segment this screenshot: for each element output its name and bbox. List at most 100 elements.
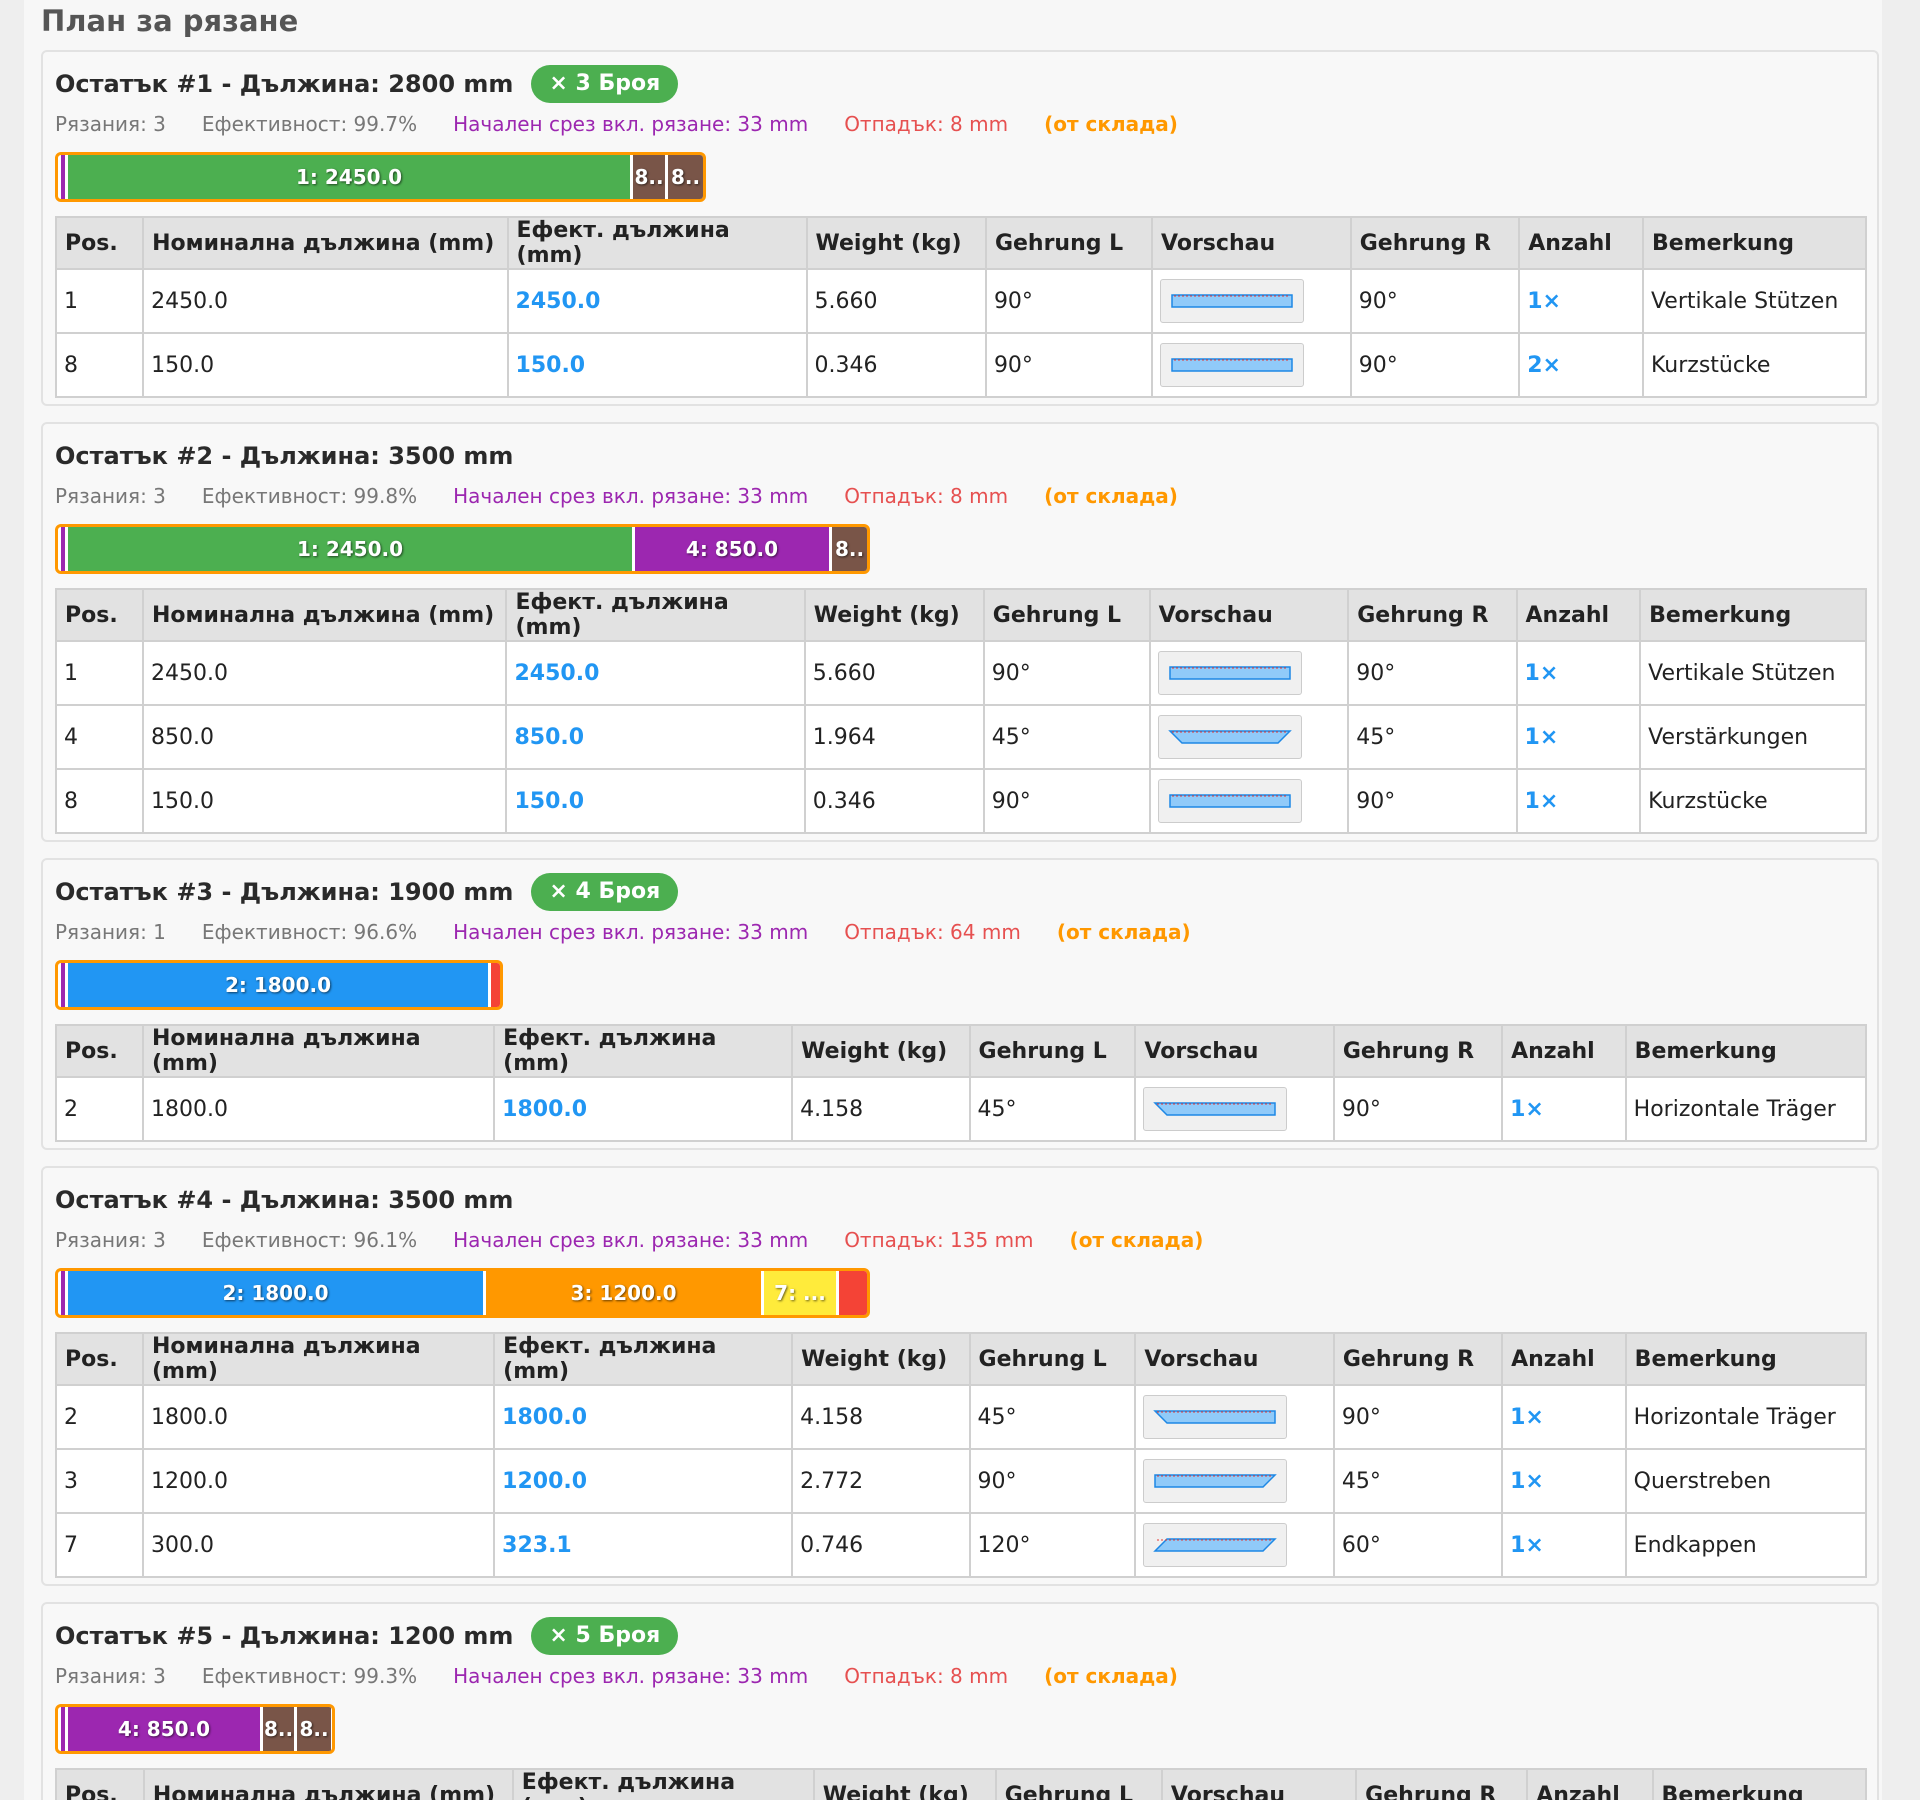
cell-weight: 2.772 bbox=[791, 1448, 971, 1514]
cell-preview bbox=[1134, 1076, 1335, 1142]
cell-miter-right: 90° bbox=[1349, 332, 1521, 398]
column-header[interactable]: Ефект. дължина (mm) bbox=[493, 1024, 794, 1078]
cut-segment[interactable]: 2: 1800.0 bbox=[68, 1271, 486, 1315]
cut-segment[interactable]: 2: 1800.0 bbox=[68, 963, 491, 1007]
column-header[interactable]: Bemerkung bbox=[1624, 1024, 1868, 1078]
cut-segment[interactable]: 1: 2450.0 bbox=[68, 155, 634, 199]
cell-pos: 2 bbox=[55, 1384, 144, 1450]
column-header[interactable]: Bemerkung bbox=[1624, 1332, 1868, 1386]
profile-shape-icon bbox=[1153, 1410, 1277, 1424]
column-header[interactable]: Gehrung L bbox=[984, 216, 1154, 270]
profile-shape-icon bbox=[1168, 794, 1291, 808]
column-header[interactable]: Pos. bbox=[55, 588, 144, 642]
column-header[interactable]: Pos. bbox=[55, 1768, 145, 1800]
column-header[interactable]: Gehrung L bbox=[982, 588, 1151, 642]
start-cut-marker bbox=[61, 155, 65, 199]
cut-segment[interactable]: 4: 850.0 bbox=[635, 527, 832, 571]
waste: Отпадък: 135 mm bbox=[844, 1228, 1034, 1252]
cut-table: Pos. Номинална дължина (mm) Ефект. дължина… bbox=[55, 1024, 1868, 1142]
cut-segment[interactable]: 8.. bbox=[263, 1707, 297, 1751]
waste-segment[interactable] bbox=[839, 1271, 867, 1315]
card-meta: Рязания: 3 Ефективност: 99.7% Начален срез… bbox=[55, 112, 1214, 136]
column-header[interactable]: Gehrung R bbox=[1332, 1332, 1504, 1386]
column-header[interactable]: Bemerkung bbox=[1641, 216, 1868, 270]
start-cut: Начален срез вкл. рязане: 33 mm bbox=[453, 920, 809, 944]
card-header: Остатък #2 - Дължина: 3500 mm bbox=[55, 436, 513, 476]
table-row[interactable]: 7 300.0 323.1 0.746 120° 60° 1× Endkappen bbox=[55, 1512, 1868, 1578]
cut-segment[interactable]: 8.. bbox=[668, 155, 703, 199]
column-header[interactable]: Weight (kg) bbox=[812, 1768, 997, 1800]
cut-segment[interactable]: 7: ... bbox=[764, 1271, 839, 1315]
cut-segment[interactable]: 3: 1200.0 bbox=[486, 1271, 764, 1315]
profile-shape-icon bbox=[1167, 730, 1292, 744]
column-header[interactable]: Номинална дължина (mm) bbox=[141, 588, 508, 642]
remnant-title: Остатък #1 - Дължина: 2800 mm bbox=[55, 70, 514, 98]
column-header[interactable]: Pos. bbox=[54, 216, 145, 270]
column-header[interactable]: Номинална дължина (mm) bbox=[141, 1332, 496, 1386]
cell-effective-length: 2450.0 bbox=[506, 268, 808, 334]
table-row[interactable]: 4 850.0 850.0 1.964 45° 45° 1× Verstärkungen bbox=[55, 704, 1867, 770]
column-header[interactable]: Anzahl bbox=[1526, 1768, 1654, 1800]
column-header[interactable]: Gehrung R bbox=[1355, 1768, 1529, 1800]
cut-segment[interactable]: 8.. bbox=[297, 1707, 331, 1751]
table-row[interactable]: 8 150.0 150.0 0.346 90° 90° 2× Kurzstücke bbox=[54, 332, 1868, 398]
waste-segment[interactable] bbox=[491, 963, 500, 1007]
cut-segment[interactable]: 8.. bbox=[832, 527, 867, 571]
cell-note: Kurzstücke bbox=[1639, 768, 1867, 834]
column-header[interactable]: Ефект. дължина (mm) bbox=[511, 1768, 815, 1800]
table-row[interactable]: 8 150.0 150.0 0.346 90° 90° 1× Kurzstücke bbox=[55, 768, 1867, 834]
cell-effective-length: 1800.0 bbox=[493, 1076, 794, 1142]
column-header[interactable]: Bemerkung bbox=[1639, 588, 1867, 642]
cell-note: Horizontale Träger bbox=[1624, 1384, 1868, 1450]
column-header[interactable]: Gehrung L bbox=[968, 1024, 1137, 1078]
column-header[interactable]: Номинална дължина (mm) bbox=[142, 1768, 514, 1800]
column-header[interactable]: Weight (kg) bbox=[791, 1332, 971, 1386]
column-header[interactable]: Gehrung R bbox=[1347, 588, 1518, 642]
column-header[interactable]: Anzahl bbox=[1515, 588, 1642, 642]
card-meta: Рязания: 3 Ефективност: 99.8% Начален срез… bbox=[55, 484, 1214, 508]
profile-preview bbox=[1143, 1523, 1288, 1567]
table-row[interactable]: 2 1800.0 1800.0 4.158 45° 90° 1× Horizontale Tr… bbox=[55, 1076, 1868, 1142]
column-header[interactable]: Vorschau bbox=[1148, 588, 1350, 642]
cut-bar: 1: 2450.0 8.. 8.. bbox=[55, 152, 706, 202]
card-header: Остатък #5 - Дължина: 1200 mm × 5 Броя bbox=[55, 1616, 679, 1656]
column-header[interactable]: Gehrung R bbox=[1349, 216, 1521, 270]
column-header[interactable]: Gehrung L bbox=[968, 1332, 1137, 1386]
cut-segment[interactable]: 8.. bbox=[633, 155, 669, 199]
column-header[interactable]: Anzahl bbox=[1501, 1024, 1627, 1078]
waste: Отпадък: 64 mm bbox=[844, 920, 1021, 944]
column-header[interactable]: Ефект. дължина (mm) bbox=[493, 1332, 794, 1386]
cell-pos: 1 bbox=[54, 268, 145, 334]
column-header[interactable]: Anzahl bbox=[1501, 1332, 1627, 1386]
cut-segment[interactable]: 1: 2450.0 bbox=[68, 527, 635, 571]
cut-segment[interactable]: 4: 850.0 bbox=[68, 1707, 263, 1751]
column-header[interactable]: Vorschau bbox=[1160, 1768, 1358, 1800]
cell-effective-length: 150.0 bbox=[506, 332, 808, 398]
start-cut: Начален срез вкл. рязане: 33 mm bbox=[453, 112, 809, 136]
column-header[interactable]: Pos. bbox=[55, 1332, 144, 1386]
column-header[interactable]: Pos. bbox=[55, 1024, 144, 1078]
efficiency: Ефективност: 99.3% bbox=[201, 1664, 418, 1688]
table-row[interactable]: 3 1200.0 1200.0 2.772 90° 45° 1× Querstreben bbox=[55, 1448, 1868, 1514]
table-row[interactable]: 2 1800.0 1800.0 4.158 45° 90° 1× Horizontale Tr… bbox=[55, 1384, 1868, 1450]
table-row[interactable]: 1 2450.0 2450.0 5.660 90° 90° 1× Vertikale Stüt… bbox=[55, 640, 1867, 706]
column-header[interactable]: Weight (kg) bbox=[805, 216, 987, 270]
column-header[interactable]: Vorschau bbox=[1151, 216, 1352, 270]
column-header[interactable]: Номинална дължина (mm) bbox=[141, 1024, 496, 1078]
cell-preview bbox=[1134, 1384, 1335, 1450]
cell-count: 2× bbox=[1518, 332, 1644, 398]
column-header[interactable]: Номинална дължина (mm) bbox=[142, 216, 509, 270]
column-header[interactable]: Ефект. дължина (mm) bbox=[506, 216, 808, 270]
column-header[interactable]: Bemerkung bbox=[1651, 1768, 1868, 1800]
column-header[interactable]: Weight (kg) bbox=[791, 1024, 971, 1078]
cell-note: Verstärkungen bbox=[1639, 704, 1867, 770]
column-header[interactable]: Gehrung L bbox=[994, 1768, 1163, 1800]
table-row[interactable]: 1 2450.0 2450.0 5.660 90° 90° 1× Vertikale Stüt… bbox=[54, 268, 1868, 334]
column-header[interactable]: Ефект. дължина (mm) bbox=[505, 588, 806, 642]
column-header[interactable]: Vorschau bbox=[1134, 1332, 1335, 1386]
column-header[interactable]: Vorschau bbox=[1134, 1024, 1335, 1078]
column-header[interactable]: Weight (kg) bbox=[803, 588, 985, 642]
profile-shape-icon bbox=[1168, 666, 1291, 680]
column-header[interactable]: Anzahl bbox=[1518, 216, 1644, 270]
column-header[interactable]: Gehrung R bbox=[1332, 1024, 1504, 1078]
